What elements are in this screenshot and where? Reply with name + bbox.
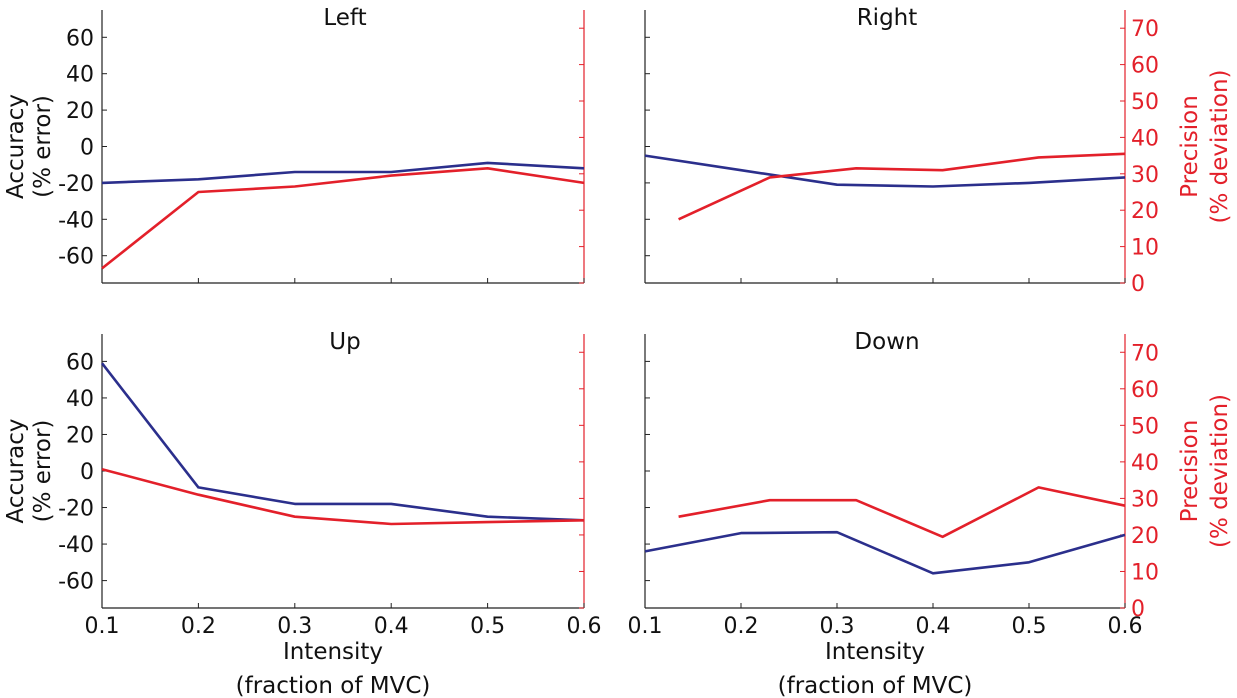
right-y-tick-label: 40 <box>1131 451 1159 476</box>
x-tick-label: 0.2 <box>724 614 759 639</box>
left-y-axis-label: Accuracy <box>3 94 29 199</box>
accuracy-series-line <box>100 362 585 522</box>
right-y-tick-label: 60 <box>1131 54 1159 79</box>
right-y-tick-label: 50 <box>1131 90 1159 115</box>
x-axis-label: Intensity <box>825 639 925 665</box>
subplot-right: 0 10 20 30 40 50 60 70 Right Precision (% deviatio… <box>644 5 1233 297</box>
x-tick-label: 0.6 <box>567 614 602 639</box>
right-y-tick-label: 60 <box>1131 378 1159 403</box>
precision-series-line <box>101 467 585 526</box>
subplot-left: 60 40 20 0 -20 -40 -60 Left Accuracy (% error) <box>3 5 585 284</box>
right-y-tick-label: 50 <box>1131 414 1159 439</box>
left-y-tick-label: 0 <box>80 136 94 161</box>
precision-series-line <box>678 152 1126 221</box>
subplot-title: Right <box>857 5 918 31</box>
right-y-tick-label: 0 <box>1131 597 1145 622</box>
subplot-down: 0.1 0.2 0.3 0.4 0.5 0.60 10 20 30 40 50 60 70 Down Pre… <box>628 329 1234 698</box>
x-tick-label: 0.4 <box>374 614 409 639</box>
x-tick-label: 0.3 <box>277 614 312 639</box>
precision-series-line <box>678 486 1126 539</box>
left-y-axis-label: Accuracy <box>3 418 29 523</box>
left-y-tick-label: 20 <box>66 423 94 448</box>
right-y-axis-label: (% deviation) <box>1207 69 1233 223</box>
x-axis-label: (fraction of MVC) <box>778 673 973 698</box>
right-y-tick-label: 30 <box>1131 163 1159 188</box>
right-y-tick-label: 20 <box>1131 199 1159 224</box>
left-y-tick-label: -40 <box>58 533 94 558</box>
x-tick-label: 0.3 <box>820 614 855 639</box>
left-y-tick-label: 40 <box>66 387 94 412</box>
left-y-axis-label: (% error) <box>30 95 56 198</box>
left-y-tick-label: -20 <box>58 497 94 522</box>
precision-series-line <box>101 167 585 270</box>
x-tick-label: 0.5 <box>470 614 505 639</box>
left-y-axis-label: (% error) <box>30 420 56 523</box>
x-axis-label: (fraction of MVC) <box>236 673 431 698</box>
left-y-tick-label: -20 <box>58 172 94 197</box>
accuracy-series-line <box>644 154 1126 188</box>
x-axis-label: Intensity <box>283 639 383 665</box>
right-y-tick-label: 70 <box>1131 341 1159 366</box>
left-y-tick-label: 60 <box>66 26 94 51</box>
left-y-tick-label: 20 <box>66 99 94 124</box>
right-y-tick-label: 20 <box>1131 524 1159 549</box>
x-tick-label: 0.2 <box>181 614 216 639</box>
right-y-axis-label: (% deviation) <box>1207 394 1233 548</box>
right-y-tick-label: 70 <box>1131 17 1159 42</box>
subplot-title: Left <box>323 5 366 31</box>
x-tick-label: 0.1 <box>628 614 663 639</box>
right-y-axis-label: Precision <box>1177 420 1203 523</box>
right-y-tick-label: 10 <box>1131 236 1159 261</box>
right-y-tick-label: 0 <box>1131 272 1145 297</box>
right-y-tick-label: 30 <box>1131 487 1159 512</box>
x-tick-label: 0.1 <box>85 614 120 639</box>
accuracy-series-line <box>101 161 585 185</box>
right-y-tick-label: 10 <box>1131 560 1159 585</box>
x-tick-label: 0.4 <box>916 614 951 639</box>
left-y-tick-label: -40 <box>58 208 94 233</box>
left-y-tick-label: 40 <box>66 63 94 88</box>
left-y-tick-label: 0 <box>80 460 94 485</box>
left-y-tick-label: -60 <box>58 245 94 270</box>
subplot-title: Up <box>329 329 360 355</box>
left-y-tick-label: 60 <box>66 350 94 375</box>
right-y-axis-label: Precision <box>1177 95 1203 198</box>
x-tick-label: 0.6 <box>1108 614 1143 639</box>
subplot-up: 0.1 0.2 0.3 0.4 0.5 0.6 60 40 20 0 -20 -40 -60 Up Accu… <box>3 329 602 698</box>
x-tick-label: 0.5 <box>1012 614 1047 639</box>
left-y-tick-label: -60 <box>58 570 94 595</box>
subplot-title: Down <box>854 329 919 355</box>
accuracy-series-line <box>644 530 1126 575</box>
right-y-tick-label: 40 <box>1131 126 1159 151</box>
